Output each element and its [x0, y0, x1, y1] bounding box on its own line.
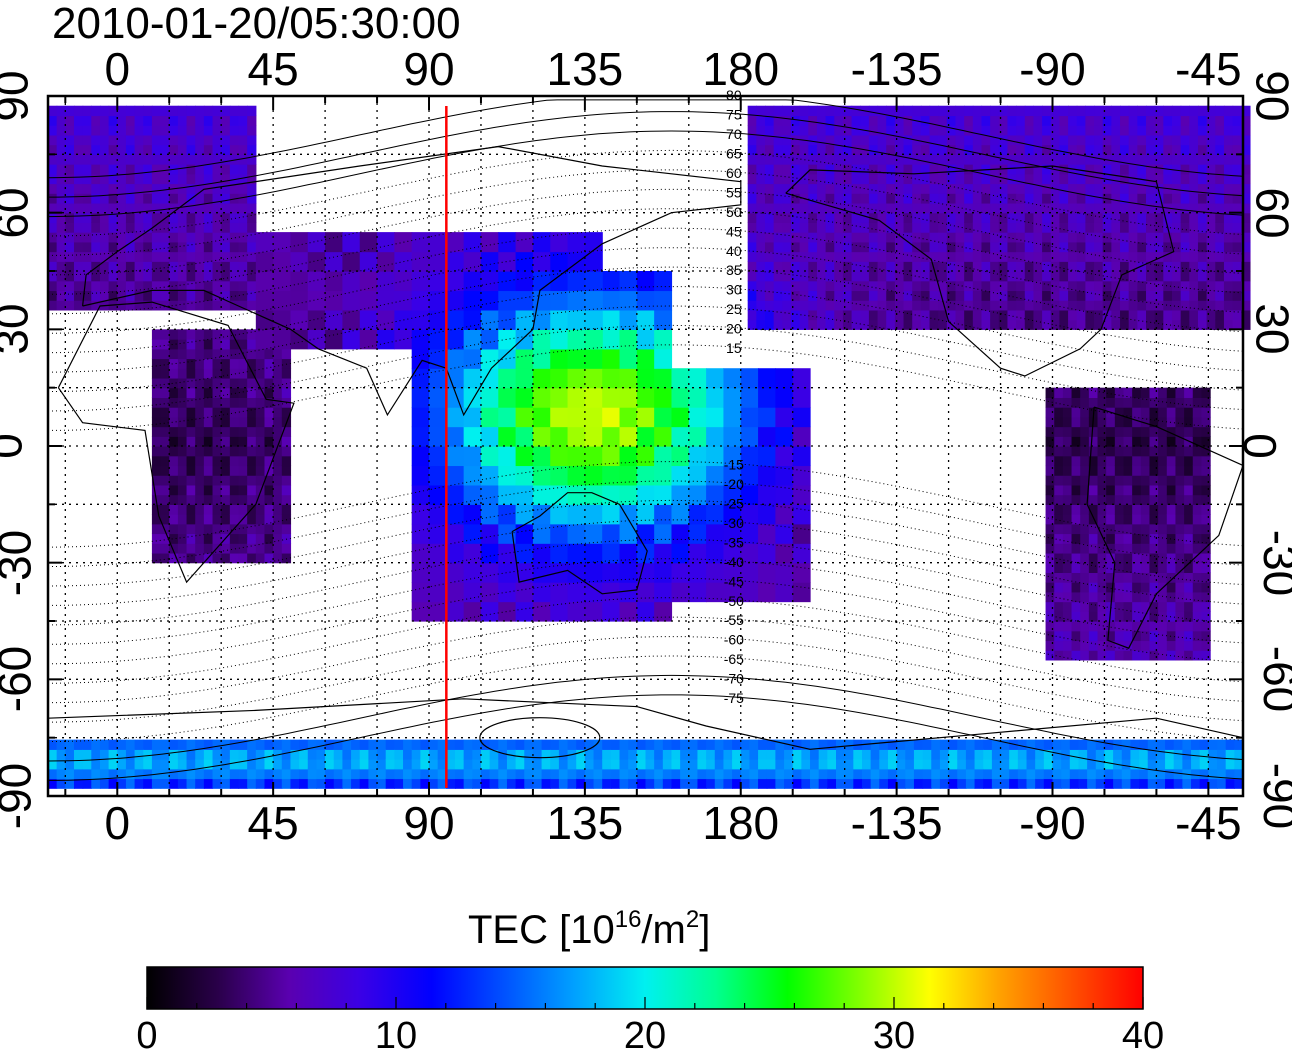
lat-tick-right: -90: [1254, 762, 1292, 830]
colorbar-title-exp2: 2: [685, 906, 700, 933]
contour-labels: 80 75 70 65 60 55 50 45 40 35 30 25 20 15 -15 -20 -25 -30…: [724, 87, 744, 706]
lon-tick-bottom: 0: [104, 797, 131, 849]
contour-label: -15: [724, 457, 744, 473]
lat-tick-right: -60: [1254, 646, 1292, 713]
lon-tick-bottom: 90: [403, 797, 455, 849]
colorbar-tick-label: 40: [1121, 1015, 1165, 1057]
colorbar-title-mid: /m: [641, 908, 686, 952]
lat-tick-left: -60: [0, 646, 41, 713]
lon-tick-bottom: -135: [850, 797, 943, 849]
contour-label: 60: [726, 165, 742, 181]
contour-label: 50: [726, 204, 742, 220]
colorbar-title: TEC [1016/m2]: [468, 906, 711, 953]
contour-label: -70: [724, 671, 744, 687]
contour-label: 25: [726, 301, 742, 317]
colorbar-minor-ticks: [146, 997, 1144, 1009]
lat-tick-left: -30: [0, 529, 41, 596]
contour-label: 40: [726, 243, 742, 259]
contour-label: 45: [726, 223, 742, 239]
contour-label: -45: [724, 573, 744, 589]
contour-label: 75: [726, 107, 742, 123]
lon-tick-bottom: 180: [702, 797, 780, 849]
contour-label: 55: [726, 184, 742, 200]
lat-tick-left: -90: [0, 762, 41, 830]
contour-label: 30: [726, 282, 742, 298]
lat-tick-right: -30: [1254, 529, 1292, 596]
lat-tick-left: 30: [0, 303, 38, 355]
contour-label: -55: [724, 612, 744, 628]
lon-tick-bottom: 135: [546, 797, 624, 849]
lon-tick-top: -135: [850, 43, 943, 95]
coastline-layer: [47, 145, 1244, 750]
contour-label: -50: [724, 593, 744, 609]
contour-label: -20: [724, 476, 744, 492]
contour-label: -35: [724, 534, 744, 550]
contour-label: -65: [724, 651, 744, 667]
lon-tick-bottom: 45: [247, 797, 299, 849]
contour-label: -75: [724, 690, 744, 706]
lon-tick-top: 0: [104, 43, 131, 95]
contour-label: 65: [726, 146, 742, 162]
colorbar-title-exp1: 16: [614, 906, 642, 933]
contour-label: 15: [726, 340, 742, 356]
contour-label: 80: [726, 87, 742, 103]
lat-tick-right: 60: [1246, 187, 1292, 239]
magnetic-latitude-contours: [47, 99, 1244, 781]
colorbar-title-suffix: ]: [699, 908, 711, 952]
map-title: 2010-01-20/05:30:00: [52, 0, 461, 48]
colorbar-tick-label: 30: [872, 1015, 916, 1057]
contour-label: -60: [724, 632, 744, 648]
colorbar-tick-label: 20: [623, 1015, 667, 1057]
contour-label: -40: [724, 554, 744, 570]
lon-tick-bottom: -45: [1175, 797, 1242, 849]
lon-tick-top: 135: [546, 43, 624, 95]
lon-tick-top: 180: [702, 43, 780, 95]
lon-tick-top: 45: [247, 43, 299, 95]
colorbar-title-prefix: TEC [10: [468, 908, 615, 952]
lat-tick-right: 90: [1246, 70, 1292, 122]
contour-label: 35: [726, 262, 742, 278]
colorbar-tick-label: 10: [374, 1015, 418, 1057]
lat-tick-right: 0: [1233, 433, 1286, 459]
lat-tick-left: 90: [0, 70, 38, 122]
tec-data-layer: [48, 105, 1251, 789]
lon-tick-top: -45: [1175, 43, 1242, 95]
contour-label: -30: [724, 515, 744, 531]
contour-label: 70: [726, 126, 742, 142]
lat-tick-left: 60: [0, 187, 38, 239]
contour-label: -25: [724, 496, 744, 512]
lon-tick-top: 90: [403, 43, 455, 95]
colorbar-tick-label: 0: [136, 1015, 158, 1057]
lon-tick-bottom: -90: [1019, 797, 1086, 849]
frame-tick-marks: [48, 95, 1243, 797]
lat-tick-right: 30: [1246, 303, 1292, 355]
contour-label: 20: [726, 321, 742, 337]
lon-tick-top: -90: [1019, 43, 1086, 95]
lat-tick-left: 0: [0, 433, 32, 459]
